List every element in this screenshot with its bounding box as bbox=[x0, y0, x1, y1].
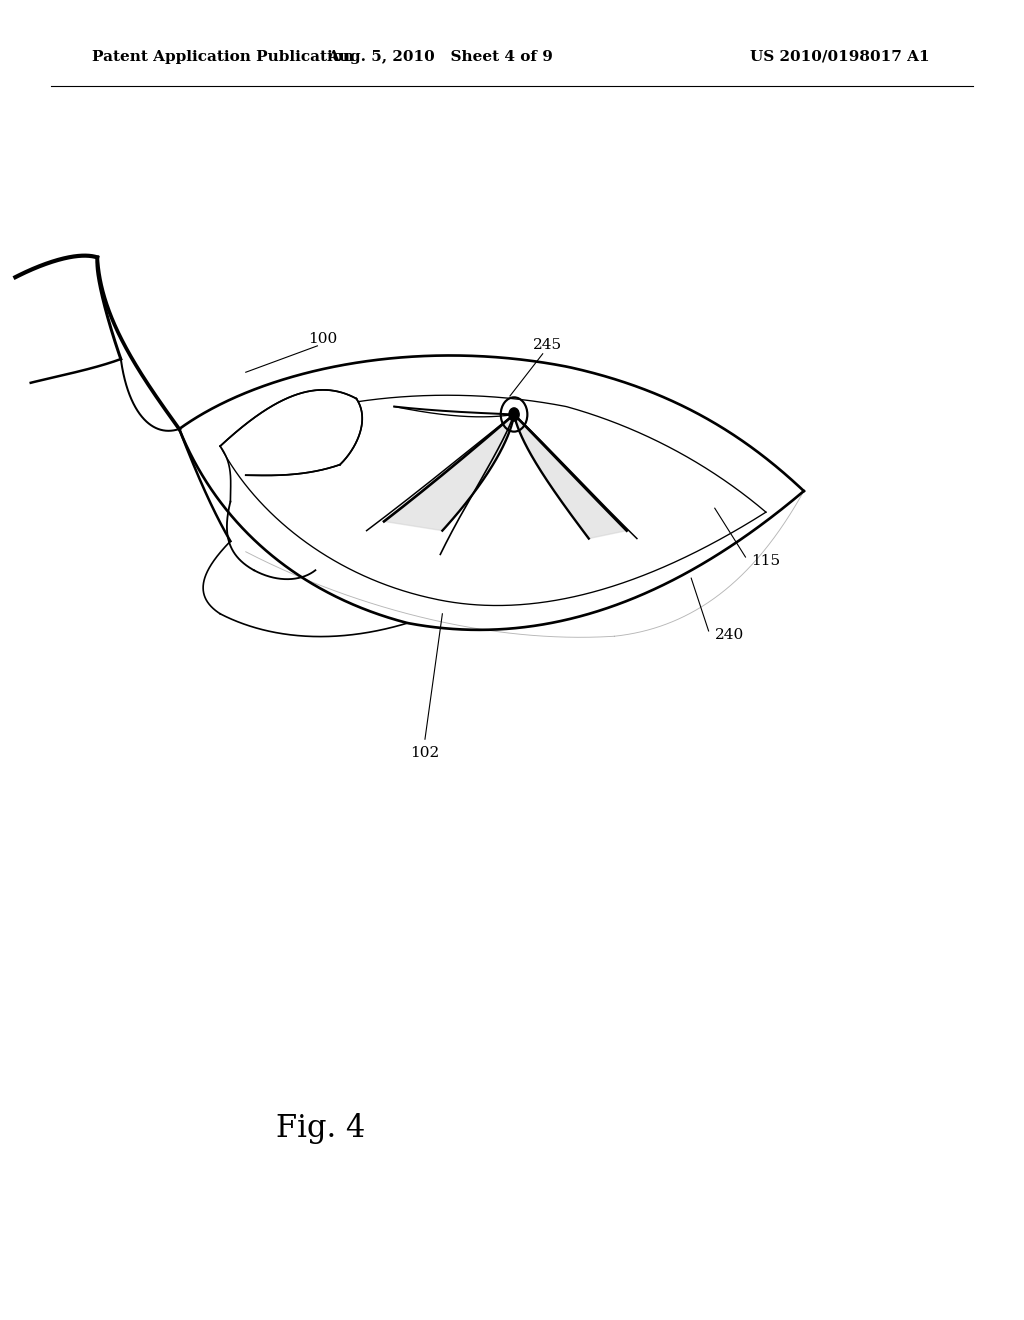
Text: US 2010/0198017 A1: US 2010/0198017 A1 bbox=[750, 50, 930, 63]
Polygon shape bbox=[220, 389, 362, 475]
Circle shape bbox=[509, 408, 519, 421]
Text: 100: 100 bbox=[308, 331, 337, 346]
Polygon shape bbox=[179, 355, 804, 630]
Text: Fig. 4: Fig. 4 bbox=[276, 1113, 366, 1144]
Polygon shape bbox=[97, 257, 179, 430]
Text: Aug. 5, 2010   Sheet 4 of 9: Aug. 5, 2010 Sheet 4 of 9 bbox=[328, 50, 553, 63]
Text: 240: 240 bbox=[715, 628, 744, 642]
Text: 102: 102 bbox=[411, 746, 439, 760]
Text: Patent Application Publication: Patent Application Publication bbox=[92, 50, 354, 63]
Text: 245: 245 bbox=[534, 338, 562, 352]
Polygon shape bbox=[514, 414, 627, 539]
Text: 115: 115 bbox=[752, 554, 780, 568]
Polygon shape bbox=[384, 414, 514, 531]
